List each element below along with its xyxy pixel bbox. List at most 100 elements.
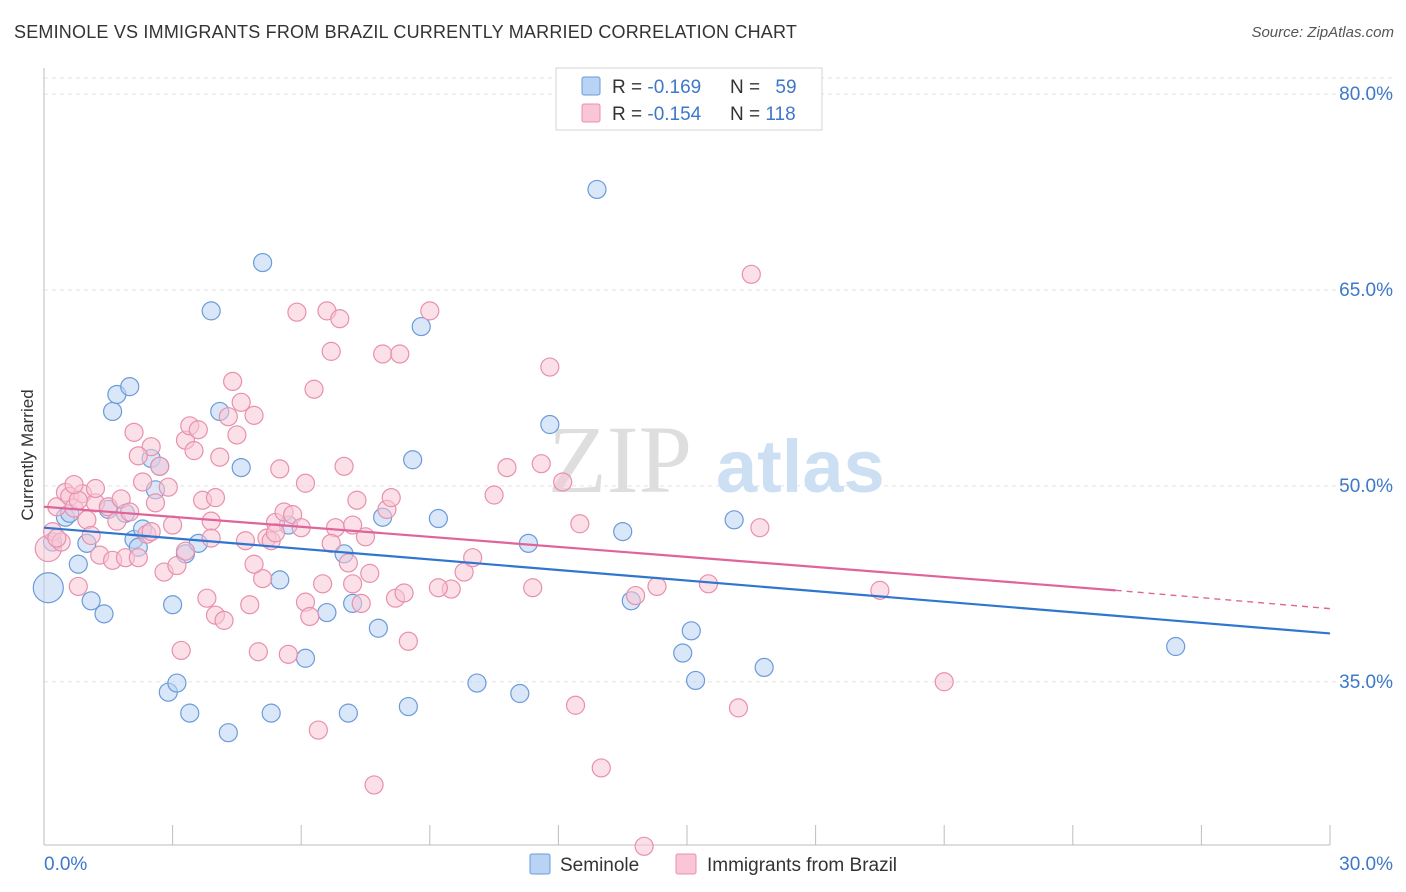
stats-n-label-seminole: N = — [730, 77, 765, 98]
brazil-point-80 — [390, 344, 410, 364]
watermark-atlas: atlas — [716, 425, 885, 508]
chart-title: SEMINOLE VS IMMIGRANTS FROM BRAZIL CURRE… — [14, 22, 798, 42]
axes — [43, 68, 1331, 846]
grid-lines — [44, 77, 1392, 683]
legend-label-seminole: Seminole — [560, 855, 639, 876]
brazil-point-48 — [248, 642, 268, 662]
seminole-point-36 — [338, 703, 358, 723]
brazil-point-91 — [553, 472, 573, 492]
seminole-point-20 — [163, 595, 183, 615]
brazil-point-94 — [625, 585, 646, 606]
seminole-point-0 — [32, 572, 64, 604]
seminole-point-34 — [317, 602, 337, 623]
brazil-point-71 — [347, 490, 367, 510]
seminole-point-44 — [467, 673, 487, 693]
x-tick-label-1: 30.0% — [1339, 854, 1393, 875]
brazil-point-119 — [295, 473, 316, 493]
brazil-point-108 — [205, 488, 226, 508]
brazil-point-67 — [330, 309, 350, 329]
stats-r-value-brazil: -0.154 — [647, 104, 701, 125]
brazil-point-24 — [145, 493, 166, 513]
brazil-point-30 — [171, 640, 191, 661]
brazil-point-118 — [201, 528, 221, 548]
brazil-point-40 — [214, 610, 234, 630]
brazil-point-43 — [227, 425, 247, 445]
brazil-point-102 — [934, 672, 954, 692]
brazil-point-61 — [304, 379, 324, 399]
tick-labels: 35.0% 50.0% 65.0% 80.0% 0.0% 30.0% — [44, 84, 1393, 875]
svg-text:N = 118: N = 118 — [730, 104, 796, 125]
svg-text:R = -0.154: R = -0.154 — [612, 104, 702, 125]
brazil-point-101 — [870, 580, 890, 600]
brazil-point-45 — [235, 531, 256, 551]
brazil-trend-line — [43, 505, 1116, 592]
brazil-point-105 — [85, 478, 106, 499]
brazil-point-117 — [128, 446, 148, 466]
brazil-point-76 — [373, 344, 393, 364]
seminole-point-30 — [261, 703, 281, 723]
brazil-point-75 — [364, 775, 384, 795]
seminole-point-9 — [102, 401, 123, 422]
seminole-point-25 — [201, 301, 221, 321]
seminole-point-54 — [724, 510, 744, 530]
seminole-point-29 — [253, 252, 273, 273]
brazil-point-96 — [647, 576, 667, 597]
seminole-point-31 — [270, 570, 290, 590]
seminole-point-49 — [613, 521, 633, 542]
legend-swatch-seminole — [529, 853, 551, 875]
brazil-point-28 — [163, 515, 183, 535]
y-axis-label: Currently Married — [18, 389, 37, 521]
brazil-point-68 — [334, 456, 354, 476]
seminole-point-6 — [81, 591, 101, 611]
brazil-point-7 — [68, 576, 88, 597]
brazil-point-63 — [313, 574, 333, 594]
brazil-point-25 — [150, 456, 170, 476]
brazil-point-103 — [47, 528, 67, 548]
stats-legend: R = -0.169 N = 59 R = -0.154 N = 118 — [555, 67, 823, 131]
seminole-point-33 — [295, 648, 316, 668]
brazil-point-92 — [565, 695, 586, 715]
brazil-point-46 — [240, 595, 260, 615]
x-tick-label-0: 0.0% — [44, 854, 87, 875]
svg-text:N = 59: N = 59 — [730, 77, 797, 98]
brazil-point-39 — [210, 447, 230, 467]
seminole-point-43 — [428, 508, 448, 529]
legend-label-brazil: Immigrants from Brazil — [707, 855, 897, 876]
brazil-point-93 — [591, 758, 611, 778]
brazil-point-110 — [265, 523, 286, 543]
brazil-trend-line-dashed — [1115, 589, 1331, 610]
seminole-point-42 — [411, 316, 431, 337]
brazil-point-99 — [741, 264, 761, 284]
brazil-point-98 — [728, 698, 749, 718]
seminole-point-41 — [403, 450, 423, 470]
brazil-point-41 — [218, 407, 238, 427]
y-tick-label-3: 80.0% — [1339, 84, 1393, 105]
brazil-point-88 — [523, 578, 543, 598]
brazil-point-89 — [531, 454, 551, 474]
watermark: ZIP atlas — [548, 406, 885, 513]
seminole-point-28 — [231, 458, 251, 478]
seminole-point-23 — [180, 703, 200, 723]
seminole-point-45 — [510, 683, 530, 704]
brazil-point-87 — [497, 458, 517, 478]
seminole-point-27 — [218, 723, 238, 743]
brazil-point-20 — [128, 548, 148, 568]
stats-r-label-brazil: R = — [612, 104, 647, 125]
brazil-point-113 — [428, 578, 448, 598]
brazil-point-33 — [184, 441, 204, 461]
y-tick-label-1: 50.0% — [1339, 476, 1393, 497]
brazil-point-60 — [300, 606, 320, 627]
brazil-point-57 — [287, 302, 307, 322]
brazil-point-115 — [570, 514, 590, 534]
stats-n-value-seminole: 59 — [775, 77, 796, 98]
brazil-points — [34, 264, 954, 856]
y-tick-label-2: 65.0% — [1339, 280, 1393, 301]
brazil-point-27 — [158, 477, 178, 497]
stats-swatch-brazil — [581, 103, 601, 123]
svg-text:R = -0.169: R = -0.169 — [612, 77, 701, 98]
brazil-point-42 — [223, 371, 243, 392]
brazil-point-44 — [231, 392, 251, 412]
seminole-point-38 — [368, 618, 388, 638]
brazil-point-116 — [64, 474, 84, 495]
source-note: Source: ZipAtlas.com — [1251, 24, 1394, 41]
